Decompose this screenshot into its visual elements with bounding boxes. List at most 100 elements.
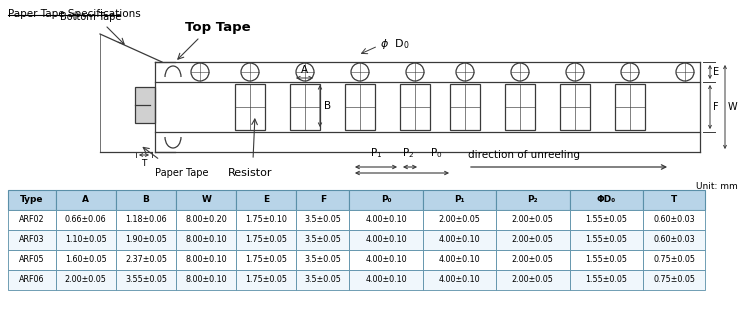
Bar xyxy=(236,190,296,210)
Text: 1.18±0.06: 1.18±0.06 xyxy=(125,215,166,224)
Bar xyxy=(643,250,705,270)
Bar xyxy=(56,230,116,250)
Bar xyxy=(296,270,350,290)
Text: 1.75±0.05: 1.75±0.05 xyxy=(245,236,287,245)
Text: Paper Tape Specifications: Paper Tape Specifications xyxy=(8,9,141,19)
Text: F: F xyxy=(320,195,326,205)
Text: W: W xyxy=(728,102,737,112)
Text: T: T xyxy=(141,159,147,168)
Bar xyxy=(569,250,643,270)
Text: ARF03: ARF03 xyxy=(19,236,44,245)
Text: 0.75±0.05: 0.75±0.05 xyxy=(653,255,695,265)
Text: Top Tape: Top Tape xyxy=(185,21,250,34)
Bar xyxy=(496,270,569,290)
Bar xyxy=(643,210,705,230)
Bar xyxy=(296,210,350,230)
Text: 2.00±0.05: 2.00±0.05 xyxy=(439,215,480,224)
Bar xyxy=(8,230,56,250)
Text: Resistor: Resistor xyxy=(228,168,272,178)
Bar xyxy=(423,210,496,230)
Text: ARF05: ARF05 xyxy=(19,255,45,265)
Bar xyxy=(176,190,236,210)
Text: E: E xyxy=(713,67,719,77)
Text: 4.00±0.10: 4.00±0.10 xyxy=(439,276,480,284)
Bar xyxy=(505,84,535,130)
Text: Type: Type xyxy=(20,195,44,205)
Bar xyxy=(8,190,56,210)
Text: 2.00±0.05: 2.00±0.05 xyxy=(512,276,554,284)
Bar xyxy=(176,230,236,250)
Text: 4.00±0.10: 4.00±0.10 xyxy=(365,236,407,245)
Bar xyxy=(135,87,155,123)
Bar xyxy=(400,84,430,130)
Bar xyxy=(643,230,705,250)
Bar xyxy=(496,250,569,270)
Text: W: W xyxy=(201,195,211,205)
Text: 1.10±0.05: 1.10±0.05 xyxy=(65,236,106,245)
Bar xyxy=(350,250,423,270)
Text: 1.55±0.05: 1.55±0.05 xyxy=(585,255,627,265)
Text: 0.60±0.03: 0.60±0.03 xyxy=(653,215,695,224)
Text: A: A xyxy=(301,65,307,75)
Bar xyxy=(350,230,423,250)
Text: 0.60±0.03: 0.60±0.03 xyxy=(653,236,695,245)
Text: 3.5±0.05: 3.5±0.05 xyxy=(304,276,341,284)
Bar xyxy=(236,230,296,250)
Bar xyxy=(56,210,116,230)
Bar xyxy=(235,84,265,130)
Bar xyxy=(236,270,296,290)
Text: 8.00±0.10: 8.00±0.10 xyxy=(185,276,227,284)
Text: 2.00±0.05: 2.00±0.05 xyxy=(512,255,554,265)
Text: P$_0$: P$_0$ xyxy=(430,146,442,160)
Text: 2.37±0.05: 2.37±0.05 xyxy=(125,255,167,265)
Text: 2.00±0.05: 2.00±0.05 xyxy=(512,215,554,224)
Text: Unit: mm: Unit: mm xyxy=(696,182,738,191)
Text: 3.5±0.05: 3.5±0.05 xyxy=(304,255,341,265)
Text: $\phi$  D$_0$: $\phi$ D$_0$ xyxy=(380,37,410,51)
Text: P₀: P₀ xyxy=(381,195,392,205)
Bar xyxy=(116,230,176,250)
Bar xyxy=(496,230,569,250)
Bar xyxy=(236,210,296,230)
Text: 8.00±0.10: 8.00±0.10 xyxy=(185,236,227,245)
Text: ΦD₀: ΦD₀ xyxy=(597,195,616,205)
Bar xyxy=(296,190,350,210)
Bar xyxy=(290,84,320,130)
Bar xyxy=(569,190,643,210)
Bar xyxy=(350,210,423,230)
Text: 4.00±0.10: 4.00±0.10 xyxy=(365,215,407,224)
Text: P$_1$: P$_1$ xyxy=(370,146,382,160)
Bar xyxy=(569,230,643,250)
Text: 1.75±0.10: 1.75±0.10 xyxy=(245,215,287,224)
Text: 0.75±0.05: 0.75±0.05 xyxy=(653,276,695,284)
Text: E: E xyxy=(263,195,269,205)
Text: 2.00±0.05: 2.00±0.05 xyxy=(64,276,106,284)
Bar xyxy=(116,250,176,270)
Text: 3.55±0.05: 3.55±0.05 xyxy=(125,276,167,284)
Bar xyxy=(116,270,176,290)
Text: 1.55±0.05: 1.55±0.05 xyxy=(585,236,627,245)
Bar xyxy=(176,270,236,290)
Bar xyxy=(8,210,56,230)
Text: ARF02: ARF02 xyxy=(19,215,45,224)
Text: 1.60±0.05: 1.60±0.05 xyxy=(65,255,106,265)
Text: 2.00±0.05: 2.00±0.05 xyxy=(512,236,554,245)
Bar xyxy=(8,270,56,290)
Text: F: F xyxy=(713,102,718,112)
Bar xyxy=(56,190,116,210)
Text: 1.90±0.05: 1.90±0.05 xyxy=(125,236,167,245)
Bar xyxy=(350,270,423,290)
Text: ARF06: ARF06 xyxy=(19,276,44,284)
Bar xyxy=(643,190,705,210)
Text: B: B xyxy=(324,101,332,111)
Bar xyxy=(450,84,480,130)
Bar xyxy=(56,250,116,270)
Bar xyxy=(423,230,496,250)
Bar xyxy=(423,250,496,270)
Bar xyxy=(296,230,350,250)
Text: 3.5±0.05: 3.5±0.05 xyxy=(304,236,341,245)
Bar xyxy=(423,270,496,290)
Bar xyxy=(176,250,236,270)
Bar xyxy=(615,84,645,130)
Bar xyxy=(56,270,116,290)
